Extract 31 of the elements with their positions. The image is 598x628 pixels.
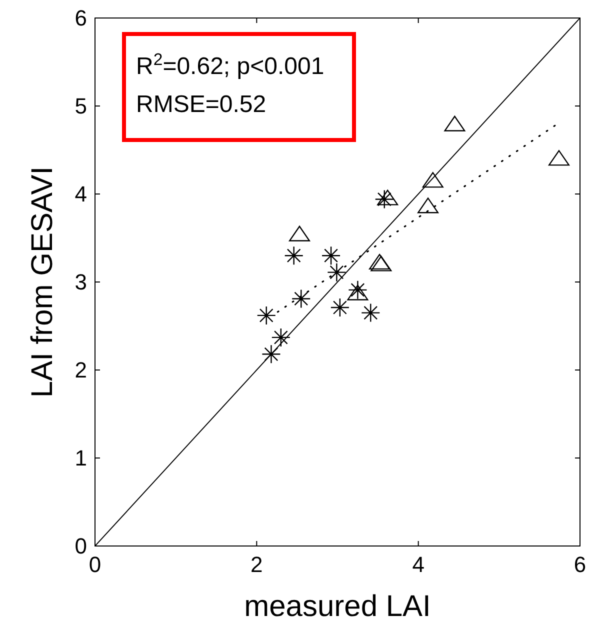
x-axis-title: measured LAI — [244, 590, 431, 623]
point — [292, 289, 311, 308]
point — [348, 280, 368, 300]
point — [422, 172, 444, 188]
x-tick-label: 4 — [412, 552, 424, 577]
point — [262, 344, 281, 364]
point — [444, 116, 466, 132]
point — [289, 226, 310, 242]
y-axis-title: LAI from GESAVI — [26, 166, 59, 398]
point — [256, 306, 276, 326]
point — [418, 198, 439, 214]
y-tick-label: 0 — [74, 534, 87, 559]
x-tick-label: 2 — [250, 552, 263, 577]
point — [327, 262, 346, 282]
point — [330, 298, 350, 318]
point — [271, 328, 291, 348]
x-tick-label: 6 — [574, 552, 586, 577]
point — [284, 246, 304, 266]
y-tick-label: 3 — [74, 270, 87, 295]
y-tick-label: 6 — [74, 6, 87, 31]
annotation: RMSE=0.52 — [136, 91, 266, 118]
y-tick-label: 1 — [74, 446, 87, 471]
point — [377, 190, 398, 206]
annotation: R$^{2}$=0.62; p<0.001 — [136, 50, 324, 80]
point — [321, 246, 341, 266]
y-tick-label: 2 — [74, 358, 87, 383]
y-tick-label: 5 — [74, 94, 87, 119]
point — [548, 150, 570, 166]
y-tick-label: 4 — [74, 182, 87, 207]
point — [361, 303, 380, 322]
point — [374, 190, 394, 209]
